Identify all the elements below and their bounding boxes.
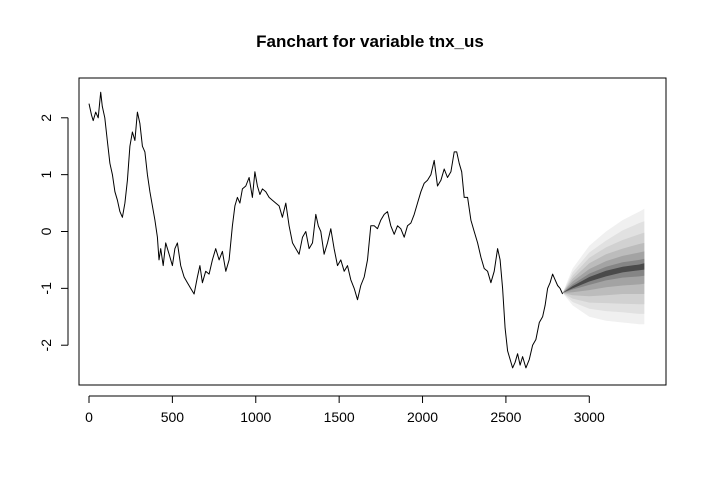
series-layer [88,91,564,369]
plot-frame [78,77,667,386]
y-tick-label--2: -2 [38,339,54,352]
series-line-1 [88,91,564,369]
chart-title: Fanchart for variable tnx_us [256,32,484,51]
y-tick-label--1: -1 [38,282,54,295]
y-tick-label-2: 2 [38,114,54,122]
y-tick-label-1: 1 [38,171,54,179]
fan-band-7 [562,263,645,293]
y-tick-label-0: 0 [38,227,54,235]
x-tick-label-1000: 1000 [240,409,271,425]
x-tick-label-1500: 1500 [324,409,355,425]
x-tick-label-2500: 2500 [490,409,521,425]
y-axis: -2 -1 0 1 2 [38,114,69,352]
x-tick-label-500: 500 [161,409,185,425]
x-tick-label-3000: 3000 [574,409,605,425]
x-tick-label-2000: 2000 [407,409,438,425]
x-axis: 0 500 1000 1500 2000 2500 3000 [85,395,605,425]
x-tick-label-0: 0 [85,409,93,425]
fan-bands [562,208,645,325]
